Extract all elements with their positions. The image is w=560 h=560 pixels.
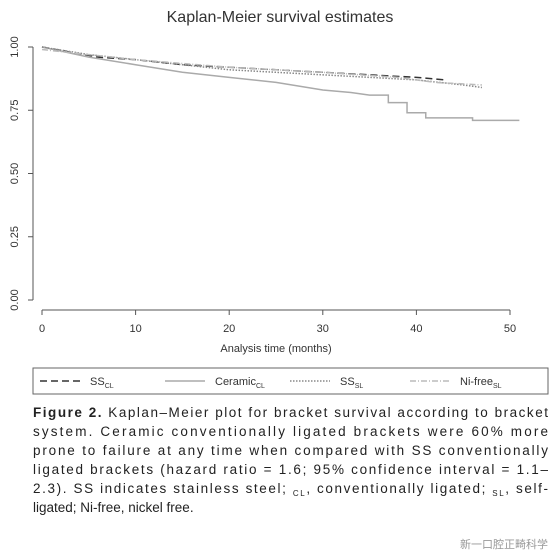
y-tick-label: 0.25 [9, 226, 21, 247]
survival-line [41, 48, 482, 86]
y-tick-label: 1.00 [9, 36, 21, 57]
caption-line: ligated brackets (hazard ratio = 1.6; 95… [33, 462, 548, 477]
caption-subscript: SL [492, 489, 504, 498]
legend-label: Ni-freeSL [460, 376, 502, 390]
x-tick-label: 50 [504, 323, 516, 335]
caption-text: prone to failure at any time when compar… [33, 443, 548, 458]
legend-subscript: CL [105, 383, 114, 390]
x-axis-label: Analysis time (months) [220, 343, 331, 355]
watermark: 新一口腔正畸科学 [460, 537, 548, 551]
legend-subscript: CL [256, 383, 265, 390]
legend-subscript: SL [355, 383, 364, 390]
legend-label: CeramicCL [215, 376, 265, 390]
legend-name: SS [90, 376, 105, 388]
y-tick-label: 0.75 [9, 100, 21, 121]
x-tick-label: 30 [317, 323, 329, 335]
y-tick-label: 0.00 [9, 289, 21, 310]
x-tick-label: 0 [39, 323, 45, 335]
caption-text: Figure 2. [33, 405, 101, 420]
survival-line [41, 46, 520, 122]
caption-subscript: CL [293, 489, 305, 498]
x-tick-label: 10 [129, 323, 141, 335]
caption-text: Kaplan–Meier plot for bracket survival a… [103, 405, 548, 420]
caption-text: , conventionally ligated; [306, 481, 490, 496]
caption-text: system. Ceramic conventionally ligated b… [33, 424, 548, 439]
caption-text: , self- [505, 481, 548, 496]
caption-line: ligated; Ni-free, nickel free. [33, 500, 194, 515]
legend-box [32, 367, 549, 395]
caption-line: 2.3). SS indicates stainless steel; CL, … [33, 481, 548, 498]
x-tick-label: 20 [223, 323, 235, 335]
caption-text: ligated; Ni-free, nickel free. [33, 500, 194, 515]
caption-line: prone to failure at any time when compar… [33, 443, 548, 458]
caption-text: 2.3). SS indicates stainless steel; [33, 481, 291, 496]
legend-label: SSCL [90, 376, 114, 390]
caption-line: Figure 2. Kaplan–Meier plot for bracket … [33, 405, 548, 420]
legend-subscript: SL [493, 383, 502, 390]
legend-name: Ni-free [460, 376, 493, 388]
survival-line [41, 46, 445, 81]
caption-text: ligated brackets (hazard ratio = 1.6; 95… [33, 462, 548, 477]
legend-name: Ceramic [215, 376, 256, 388]
chart-title: Kaplan-Meier survival estimates [167, 9, 394, 26]
caption-line: system. Ceramic conventionally ligated b… [33, 424, 548, 439]
y-tick-label: 0.50 [9, 163, 21, 184]
x-tick-label: 40 [410, 323, 422, 335]
legend-label: SSSL [340, 376, 363, 390]
legend-name: SS [340, 376, 355, 388]
